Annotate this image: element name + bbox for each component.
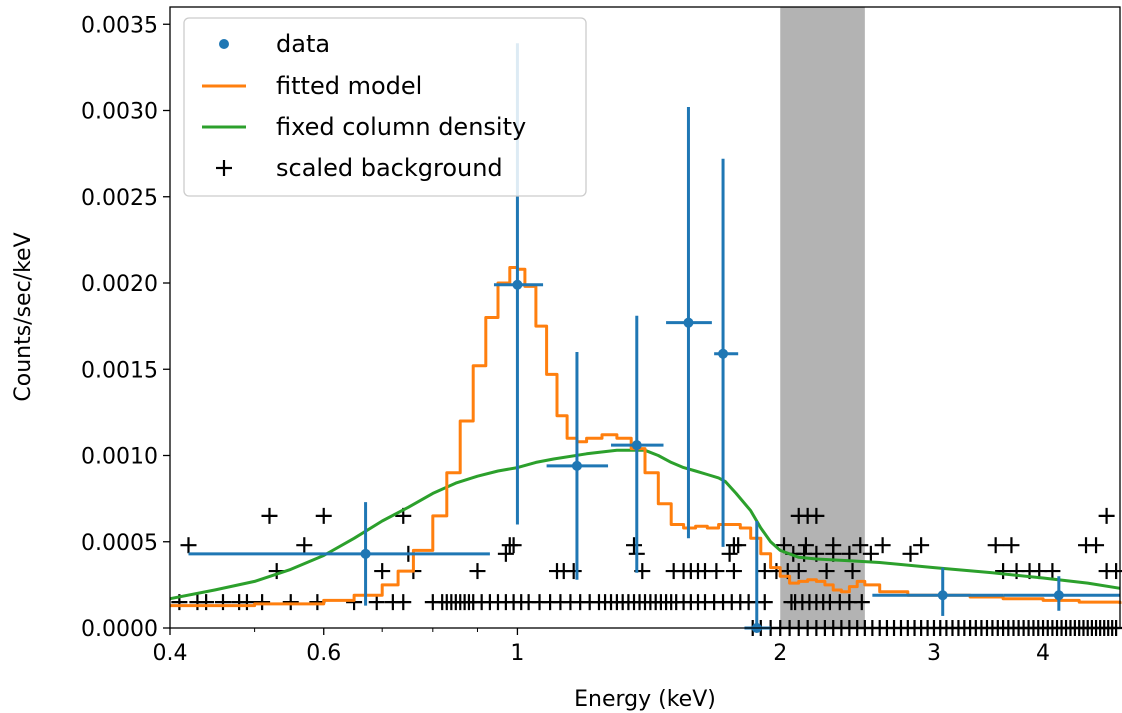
background-marker	[797, 537, 814, 554]
background-marker	[874, 537, 891, 554]
data-point	[1003, 576, 1120, 611]
background-marker	[844, 563, 861, 580]
background-marker	[818, 563, 835, 580]
y-tick-label: 0.0020	[81, 272, 158, 297]
background-marker	[1108, 563, 1122, 580]
background-marker	[902, 545, 919, 562]
background-marker	[565, 563, 582, 580]
legend-data-marker	[219, 39, 229, 49]
legend-label-data: data	[276, 30, 330, 58]
background-marker	[987, 537, 1004, 554]
background-marker	[282, 594, 299, 611]
legend-scaled-background-marker	[216, 160, 232, 176]
fitted-model-line	[170, 266, 1122, 608]
background-marker	[862, 545, 879, 562]
legend-frame	[183, 17, 587, 197]
data-errorbars-layer	[188, 43, 1120, 633]
data-point	[546, 352, 609, 580]
legend-label-fitted-model: fitted model	[276, 72, 422, 100]
data-point	[611, 315, 664, 573]
data-point	[666, 107, 712, 539]
background-marker	[913, 537, 930, 554]
background-marker	[368, 594, 385, 611]
y-tick-label: 0.0030	[81, 100, 158, 125]
excluded-band-layer	[780, 7, 865, 628]
background-marker	[261, 507, 278, 524]
background-marker	[626, 537, 643, 554]
data-point	[872, 567, 1004, 616]
x-axis: 0.4 0.6 1 2 3 4	[153, 628, 1050, 666]
background-marker	[708, 563, 725, 580]
x-tick-label: 0.6	[306, 641, 341, 666]
x-tick-label: 3	[927, 641, 941, 666]
background-marker	[505, 537, 522, 554]
background-marker	[841, 545, 858, 562]
background-marker	[198, 594, 215, 611]
plot-frame	[169, 6, 1121, 629]
y-tick-label: 0.0000	[81, 617, 158, 642]
excluded-energy-band	[780, 7, 865, 628]
background-marker	[721, 545, 738, 562]
data-point	[714, 158, 739, 547]
y-tick-label: 0.0025	[81, 186, 158, 211]
background-marker	[254, 594, 271, 611]
plot-area	[169, 6, 1122, 636]
x-tick-label: 4	[1036, 641, 1050, 666]
x-tick-label: 1	[510, 641, 524, 666]
background-marker	[315, 507, 332, 524]
background-marker	[790, 563, 807, 580]
legend-label-fixed-column-density: fixed column density	[276, 113, 526, 141]
background-marker	[296, 537, 313, 554]
background-marker	[730, 537, 747, 554]
background-marker	[238, 594, 255, 611]
x-tick-label: 0.4	[153, 641, 188, 666]
y-axis: 0.0000 0.0005 0.0010 0.0015 0.0020 0.0025 0.00…	[81, 13, 170, 642]
data-point	[188, 502, 490, 606]
model-lines-layer	[169, 266, 1122, 608]
background-marker	[180, 537, 197, 554]
fixed-column-density-line	[169, 448, 1121, 601]
legend: data fitted model fixed column density s…	[183, 17, 587, 197]
background-marker	[995, 563, 1012, 580]
legend-label-scaled-background: scaled background	[276, 154, 503, 182]
background-marker	[1088, 537, 1105, 554]
y-tick-label: 0.0035	[81, 13, 158, 38]
background-marker	[852, 537, 869, 554]
background-marker	[469, 563, 486, 580]
x-tick-label: 2	[773, 641, 787, 666]
background-marker	[374, 563, 391, 580]
x-axis-title: Energy (keV)	[574, 687, 716, 712]
background-marker	[214, 594, 231, 611]
background-marker	[1098, 507, 1115, 524]
background-marker	[725, 563, 742, 580]
y-tick-label: 0.0010	[81, 445, 158, 470]
background-marker	[825, 537, 842, 554]
background-marker	[853, 594, 870, 611]
background-marker	[497, 545, 514, 562]
y-tick-label: 0.0005	[81, 531, 158, 556]
background-marker	[808, 507, 825, 524]
background-marker	[1044, 563, 1061, 580]
background-marker	[1003, 537, 1020, 554]
background-marker	[756, 594, 773, 611]
y-tick-label: 0.0015	[81, 358, 158, 383]
background-marker	[395, 594, 412, 611]
y-axis-title: Counts/sec/keV	[11, 232, 36, 401]
